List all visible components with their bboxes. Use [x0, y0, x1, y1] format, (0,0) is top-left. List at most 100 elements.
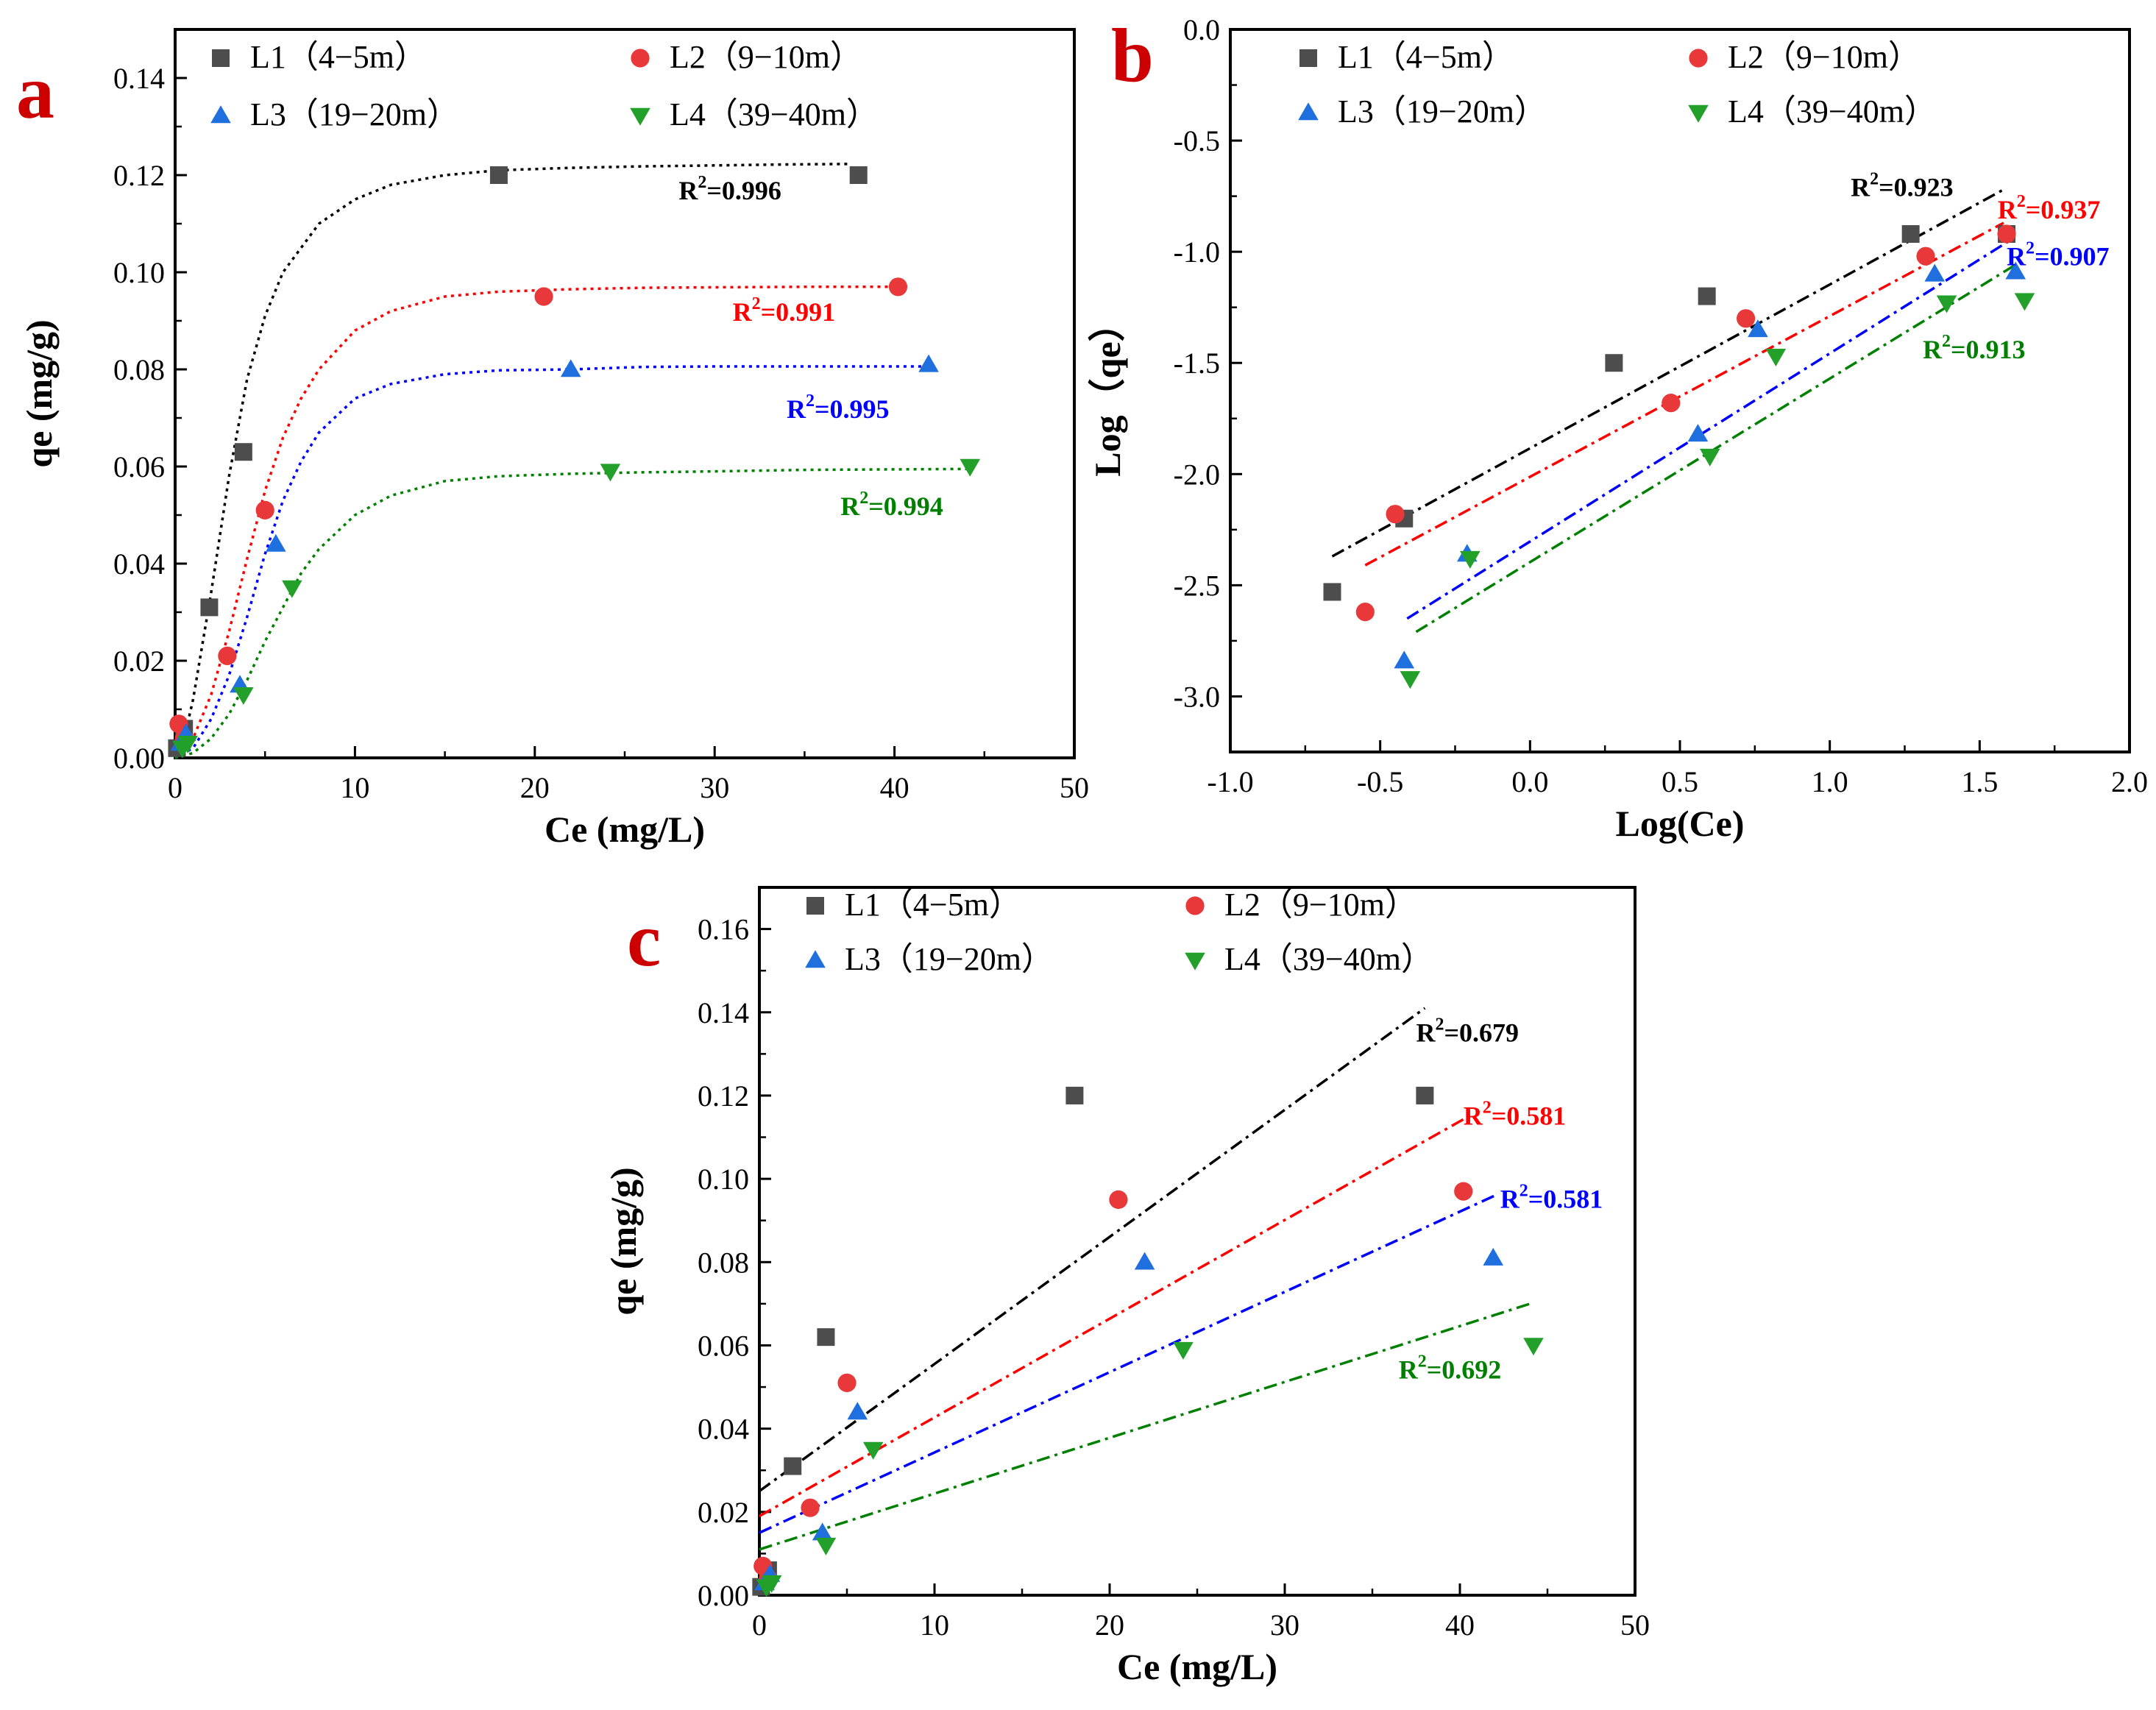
fit-line-c-3 [759, 1194, 1496, 1534]
data-point-c-s4 [862, 1441, 884, 1460]
r2-annotation-b-1: R2=0.923 [1851, 170, 1954, 202]
legend-marker [1299, 49, 1317, 67]
legend-marker [1185, 896, 1205, 915]
r2-annotation-c-1: R2=0.679 [1416, 1015, 1520, 1047]
data-point-a-s2 [888, 277, 908, 297]
y-tick-label: -1.5 [1174, 347, 1220, 380]
data-point-c-s4 [761, 1575, 782, 1593]
x-tick-label: -1.0 [1207, 765, 1253, 798]
data-point-a-s4 [960, 458, 981, 477]
legend-entry: L4（39−40m） [670, 96, 879, 132]
y-tick-label: -0.5 [1174, 124, 1220, 157]
data-point-c-s1 [817, 1328, 835, 1347]
legend-marker [1689, 49, 1708, 68]
data-point-c-s3 [1483, 1247, 1504, 1266]
legend-marker [1298, 102, 1319, 121]
y-tick-label: 0.12 [113, 159, 165, 192]
x-tick-label: 40 [1445, 1608, 1475, 1642]
data-point-b-s1 [1901, 224, 1920, 243]
data-point-a-s2 [218, 646, 237, 666]
data-point-b-s3 [2005, 261, 2026, 280]
data-point-b-s3 [1394, 650, 1415, 669]
r2-annotation-c-4: R2=0.692 [1399, 1352, 1502, 1385]
legend-marker [631, 49, 650, 68]
legend-entry: L4（39−40m） [1728, 93, 1937, 130]
y-tick-label: -3.0 [1174, 680, 1220, 713]
legend-entry: L1（4−5m） [845, 887, 1021, 923]
data-point-b-s2 [1737, 309, 1756, 328]
data-point-c-s3 [1134, 1252, 1155, 1270]
panel-letter-b: b [1111, 13, 1154, 98]
x-tick-label: 10 [920, 1608, 949, 1642]
data-point-a-s4 [233, 687, 254, 705]
data-point-b-s4 [1400, 671, 1421, 689]
x-tick-label: 0 [752, 1608, 767, 1642]
x-tick-label: 2.0 [2111, 765, 2148, 798]
y-axis-label: qe (mg/g) [18, 319, 60, 467]
r2-annotation-a-3: R2=0.995 [787, 391, 890, 424]
legend-marker [806, 897, 824, 915]
panel-a: 0 10 20 30 40 50 0.00 0.02 0.04 0.06 0.08 0.10 0.12 0… [16, 28, 1089, 850]
x-tick-label: 1.0 [1812, 765, 1848, 798]
data-point-a-s2 [255, 500, 274, 520]
data-point-b-s4 [1765, 348, 1787, 366]
legend-entry: L1（4−5m） [250, 39, 427, 75]
y-tick-label: 0.08 [113, 353, 165, 386]
data-point-a-s3 [918, 354, 939, 372]
r2-annotation-a-1: R2=0.996 [678, 173, 781, 205]
legend-marker [805, 950, 826, 968]
data-point-b-s2 [1662, 394, 1681, 413]
plot-frame-c [758, 886, 1636, 1597]
data-point-c-s4 [815, 1537, 837, 1555]
x-tick-label: 1.5 [1961, 765, 1998, 798]
y-tick-label: 0.10 [698, 1163, 749, 1196]
r2-annotation-b-3: R2=0.907 [2007, 238, 2110, 271]
data-point-a-s1 [234, 443, 252, 461]
legend-entry: L2（9−10m） [670, 39, 862, 75]
fit-line-a-2 [174, 285, 895, 759]
data-point-b-s2 [1386, 505, 1405, 524]
data-point-c-s4 [1523, 1338, 1544, 1356]
data-point-b-s2 [1355, 603, 1375, 622]
panel-letter-c: c [627, 898, 661, 982]
data-point-b-s3 [1687, 424, 1709, 442]
data-point-a-s4 [600, 464, 621, 482]
fit-line-a-1 [174, 163, 850, 759]
x-tick-label: 40 [880, 771, 909, 804]
x-tick-label: 50 [1620, 1608, 1650, 1642]
data-point-c-s1 [1065, 1086, 1084, 1104]
x-axis-label: Ce (mg/L) [1117, 1646, 1277, 1687]
fit-line-a-4 [174, 467, 967, 759]
y-tick-label: 0.12 [698, 1079, 749, 1113]
data-point-a-s3 [266, 533, 286, 552]
x-axis-label: Ce (mg/L) [545, 809, 705, 850]
data-point-b-s3 [1748, 319, 1768, 338]
data-point-a-s3 [560, 359, 581, 377]
data-point-b-s4 [1460, 550, 1481, 569]
data-point-a-s1 [489, 166, 508, 184]
data-point-a-s4 [282, 580, 302, 598]
r2-annotation-c-3: R2=0.581 [1500, 1182, 1603, 1214]
legend-entry: L2（9−10m） [1728, 39, 1921, 75]
data-point-c-s4 [1173, 1341, 1194, 1360]
legend-entry: L1（4−5m） [1338, 39, 1514, 75]
x-axis-label: Log(Ce) [1616, 803, 1745, 844]
y-tick-label: 0.16 [698, 913, 749, 946]
data-point-c-s2 [1454, 1182, 1473, 1201]
legend-marker [1185, 952, 1205, 971]
y-tick-label: -2.0 [1174, 458, 1220, 491]
legend-entry: L4（39−40m） [1224, 941, 1433, 977]
fit-line-b-1 [1331, 188, 2004, 558]
y-tick-label: 0.00 [113, 742, 165, 775]
data-point-b-s3 [1924, 263, 1946, 282]
x-tick-label: 30 [1270, 1608, 1299, 1642]
data-point-a-s4 [177, 736, 198, 753]
y-tick-label: 0.0 [1183, 13, 1220, 46]
x-tick-label: 0.5 [1662, 765, 1698, 798]
y-tick-label: 0.14 [113, 62, 165, 95]
data-point-b-s1 [1605, 354, 1623, 372]
data-point-b-s4 [1936, 295, 1957, 313]
y-tick-label: 0.00 [698, 1579, 749, 1612]
y-tick-label: 0.02 [698, 1496, 749, 1529]
